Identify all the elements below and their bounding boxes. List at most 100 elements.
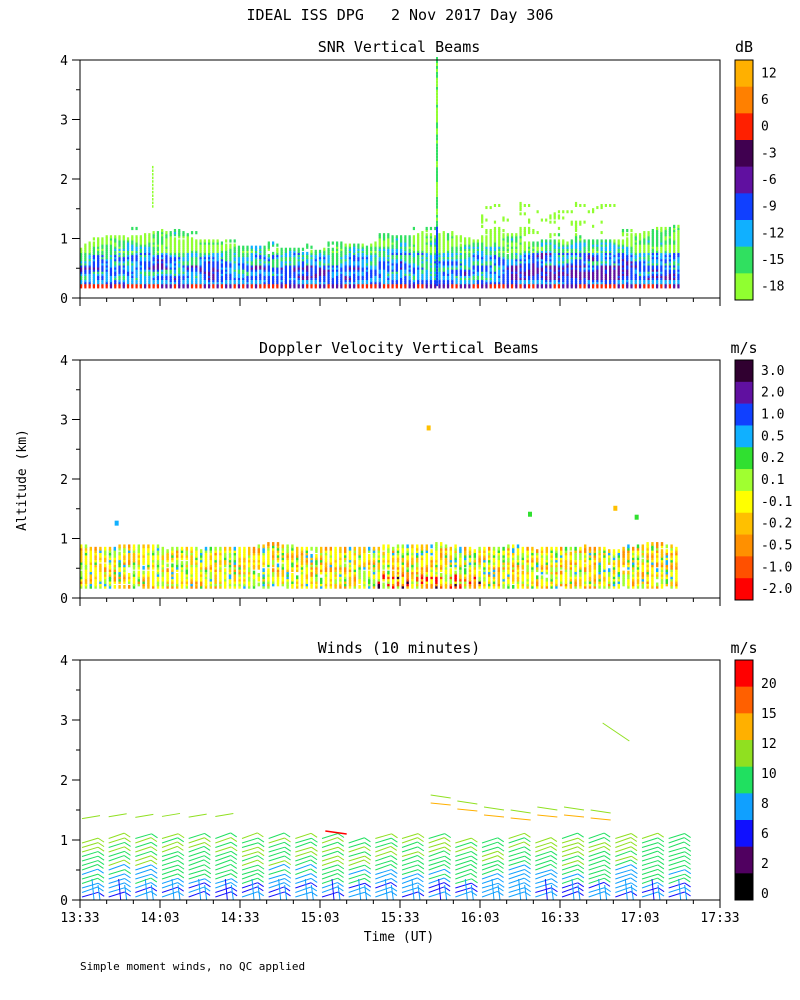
doppler-cell — [128, 563, 131, 568]
doppler-cell — [276, 565, 280, 570]
snr-cell — [604, 274, 607, 278]
doppler-cell — [440, 553, 443, 558]
snr-cell — [391, 235, 394, 239]
snr-cell — [84, 253, 87, 258]
snr-cell — [203, 272, 206, 276]
snr-cell — [289, 276, 292, 281]
snr-cell — [186, 281, 189, 285]
snr-cell — [203, 260, 206, 264]
snr-cell — [361, 283, 364, 287]
snr-cell — [152, 169, 154, 172]
snr-cell — [229, 260, 232, 264]
snr-cell — [152, 243, 155, 247]
snr-cell — [510, 256, 514, 260]
snr-cell — [135, 260, 138, 264]
snr-cell — [199, 258, 202, 262]
snr-cell — [131, 274, 134, 278]
snr-cell — [336, 276, 339, 281]
snr-cell — [609, 260, 612, 264]
snr-spike — [436, 65, 438, 69]
snr-cell — [523, 256, 526, 260]
snr-cell — [425, 268, 428, 272]
snr-cell — [604, 260, 607, 264]
snr-cell — [178, 241, 181, 245]
snr-cell — [80, 258, 83, 262]
doppler-cell — [468, 575, 472, 580]
doppler-cell — [152, 575, 155, 580]
snr-cell — [161, 243, 164, 247]
snr-cell — [545, 260, 548, 264]
snr-cell — [161, 268, 164, 272]
doppler-cell — [171, 558, 174, 563]
snr-cell — [468, 253, 471, 258]
snr-cell — [434, 268, 437, 272]
snr-cell — [109, 276, 113, 281]
snr-cell — [583, 274, 586, 278]
snr-cell — [643, 264, 646, 268]
snr-cell — [190, 262, 194, 266]
snr-cell — [651, 239, 654, 243]
snr-cell — [208, 258, 211, 262]
doppler-cell — [344, 575, 347, 580]
snr-cell — [412, 247, 415, 251]
snr-cell — [365, 258, 369, 262]
snr-cell — [634, 247, 637, 251]
snr-cell — [421, 235, 424, 239]
snr-cell — [395, 274, 398, 278]
doppler-cell — [406, 573, 409, 577]
snr-cell — [459, 274, 462, 278]
snr-cell — [434, 241, 437, 245]
snr-cell — [126, 283, 130, 287]
snr-cell — [583, 249, 586, 254]
snr-cell — [208, 272, 211, 276]
snr-cell — [344, 262, 347, 266]
snr-cell — [131, 241, 134, 245]
snr-cell — [464, 258, 467, 262]
snr-cell — [451, 247, 454, 251]
snr-cell — [208, 270, 211, 274]
snr-cell — [523, 226, 526, 230]
snr-cell — [225, 276, 228, 281]
snr-cell — [246, 272, 249, 276]
snr-cell — [208, 249, 211, 254]
doppler-cell — [219, 580, 222, 584]
snr-cell — [489, 276, 492, 281]
snr-cell — [515, 253, 518, 258]
snr-cell — [489, 237, 492, 241]
doppler-cell — [166, 580, 169, 584]
snr-cell — [438, 266, 441, 270]
doppler-cell — [152, 570, 155, 575]
doppler-cell — [243, 573, 246, 577]
snr-cell — [545, 243, 548, 247]
snr-cell — [182, 285, 185, 289]
doppler-cell — [243, 570, 246, 575]
snr-cell — [263, 262, 266, 266]
snr-cell — [664, 239, 667, 243]
snr-cell — [178, 258, 181, 262]
doppler-cell — [339, 561, 342, 565]
snr-cell — [643, 270, 646, 274]
snr-cell — [173, 260, 177, 264]
snr-cell — [489, 231, 492, 235]
snr-cell — [528, 266, 531, 270]
snr-cell — [331, 260, 334, 264]
snr-cell — [105, 245, 108, 249]
snr-cell — [139, 285, 142, 289]
snr-cell — [553, 239, 556, 243]
snr-cell — [109, 272, 113, 276]
snr-cell — [604, 266, 607, 270]
snr-cell — [553, 258, 556, 262]
doppler-cell — [411, 584, 414, 589]
snr-cell — [382, 249, 386, 254]
doppler-cell — [440, 546, 443, 551]
snr-cell — [472, 241, 475, 245]
snr-cell — [438, 262, 441, 266]
snr-cell — [493, 245, 497, 249]
snr-cell — [498, 258, 501, 262]
snr-cell — [97, 245, 100, 249]
snr-cell — [173, 278, 177, 283]
snr-cell — [404, 278, 407, 283]
doppler-cell — [281, 553, 284, 558]
doppler-cell — [80, 558, 83, 563]
snr-cell — [587, 278, 590, 283]
